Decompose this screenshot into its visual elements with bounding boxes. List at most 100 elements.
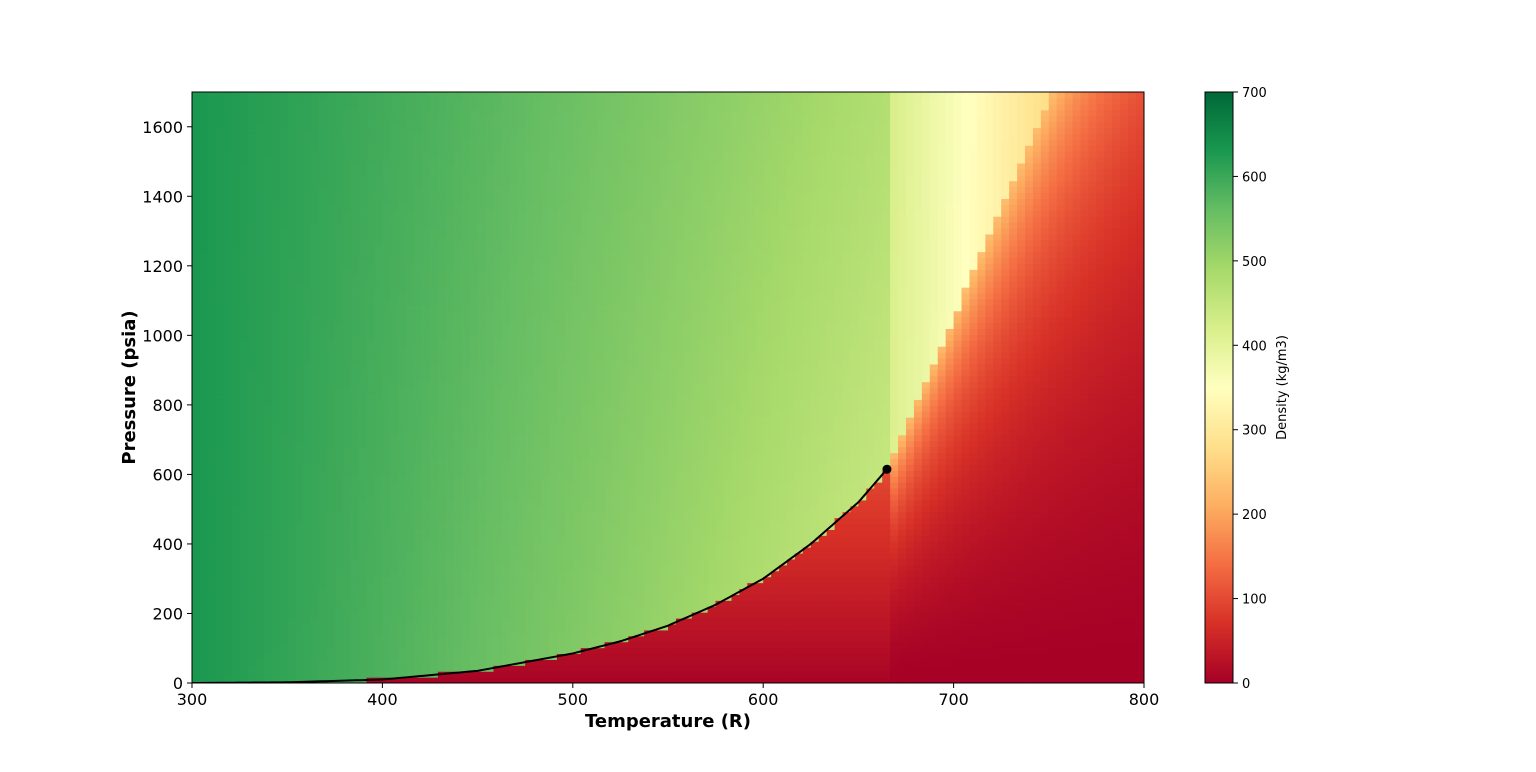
- heatmap-cell: [279, 257, 288, 264]
- heatmap-cell: [398, 405, 407, 412]
- heatmap-cell: [192, 612, 201, 619]
- heatmap-cell: [318, 476, 328, 483]
- heatmap-cell: [453, 647, 463, 655]
- heatmap-cell: [279, 428, 288, 436]
- heatmap-cell: [390, 529, 399, 536]
- heatmap-cell: [556, 523, 566, 530]
- heatmap-cell: [192, 310, 201, 318]
- heatmap-cell: [207, 369, 217, 377]
- heatmap-cell: [477, 210, 487, 217]
- heatmap-cell: [469, 157, 479, 164]
- heatmap-cell: [414, 428, 423, 436]
- heatmap-cell: [572, 476, 582, 483]
- heatmap-cell: [326, 629, 336, 637]
- heatmap-cell: [580, 180, 590, 188]
- heatmap-cell: [477, 287, 487, 294]
- heatmap-cell: [445, 393, 455, 400]
- heatmap-cell: [342, 92, 352, 99]
- heatmap-cell: [406, 281, 415, 288]
- heatmap-cell: [390, 487, 399, 495]
- heatmap-cell: [517, 145, 526, 152]
- heatmap-cell: [231, 352, 241, 359]
- heatmap-cell: [509, 641, 518, 649]
- heatmap-cell: [215, 168, 225, 176]
- heatmap-cell: [199, 464, 209, 471]
- heatmap-cell: [485, 600, 495, 607]
- heatmap-cell: [271, 357, 280, 365]
- heatmap-cell: [239, 440, 249, 448]
- heatmap-cell: [469, 422, 479, 430]
- heatmap-cell: [295, 399, 304, 406]
- heatmap-cell: [223, 275, 233, 282]
- heatmap-cell: [255, 375, 264, 383]
- heatmap-cell: [509, 470, 518, 477]
- heatmap-cell: [525, 558, 534, 566]
- heatmap-cell: [287, 292, 296, 300]
- heatmap-cell: [287, 582, 296, 590]
- heatmap-cell: [572, 411, 582, 418]
- heatmap-cell: [295, 499, 304, 507]
- heatmap-cell: [556, 576, 566, 584]
- heatmap-cell: [533, 405, 542, 412]
- heatmap-cell: [279, 558, 288, 566]
- heatmap-cell: [382, 671, 391, 678]
- heatmap-cell: [564, 239, 574, 247]
- heatmap-cell: [231, 393, 241, 400]
- heatmap-cell: [461, 168, 471, 176]
- heatmap-cell: [215, 493, 225, 501]
- heatmap-cell: [556, 665, 566, 672]
- heatmap-cell: [311, 665, 320, 672]
- heatmap-cell: [556, 139, 566, 146]
- heatmap-cell: [271, 340, 280, 347]
- heatmap-cell: [572, 428, 582, 436]
- heatmap-cell: [477, 381, 487, 389]
- heatmap-cell: [461, 428, 471, 436]
- heatmap-cell: [247, 222, 257, 229]
- heatmap-cell: [525, 499, 534, 507]
- heatmap-cell: [469, 127, 479, 134]
- heatmap-cell: [390, 623, 399, 631]
- heatmap-cell: [430, 186, 439, 194]
- heatmap-cell: [564, 263, 574, 270]
- heatmap-cell: [374, 558, 383, 566]
- heatmap-cell: [525, 186, 534, 194]
- heatmap-cell: [453, 287, 463, 294]
- heatmap-cell: [342, 127, 352, 134]
- heatmap-cell: [509, 558, 518, 566]
- heatmap-cell: [358, 257, 368, 264]
- heatmap-cell: [541, 162, 550, 170]
- heatmap-cell: [271, 281, 280, 288]
- heatmap-cell: [366, 222, 376, 229]
- heatmap-cell: [541, 245, 550, 253]
- heatmap-cell: [437, 340, 447, 347]
- heatmap-cell: [215, 216, 225, 223]
- heatmap-cell: [192, 186, 201, 194]
- heatmap-cell: [445, 629, 455, 637]
- heatmap-cell: [192, 582, 201, 590]
- heatmap-cell: [207, 186, 217, 194]
- heatmap-cell: [247, 635, 257, 643]
- heatmap-cell: [239, 109, 249, 117]
- heatmap-cell: [342, 505, 352, 513]
- heatmap-cell: [501, 411, 510, 418]
- heatmap-cell: [215, 204, 225, 211]
- heatmap-cell: [199, 434, 209, 442]
- heatmap-cell: [493, 594, 502, 601]
- heatmap-cell: [406, 363, 415, 371]
- heatmap-cell: [445, 233, 455, 241]
- heatmap-cell: [239, 517, 249, 525]
- heatmap-cell: [358, 564, 368, 572]
- heatmap-cell: [445, 600, 455, 607]
- heatmap-cell: [525, 482, 534, 489]
- heatmap-cell: [326, 168, 336, 176]
- heatmap-cell: [517, 216, 526, 223]
- heatmap-cell: [556, 310, 566, 318]
- heatmap-cell: [493, 269, 502, 276]
- heatmap-cell: [287, 629, 296, 637]
- heatmap-cell: [477, 659, 487, 666]
- heatmap-cell: [239, 298, 249, 306]
- heatmap-cell: [501, 405, 510, 412]
- heatmap-cell: [430, 659, 439, 666]
- heatmap-cell: [509, 399, 518, 406]
- heatmap-cell: [326, 97, 336, 105]
